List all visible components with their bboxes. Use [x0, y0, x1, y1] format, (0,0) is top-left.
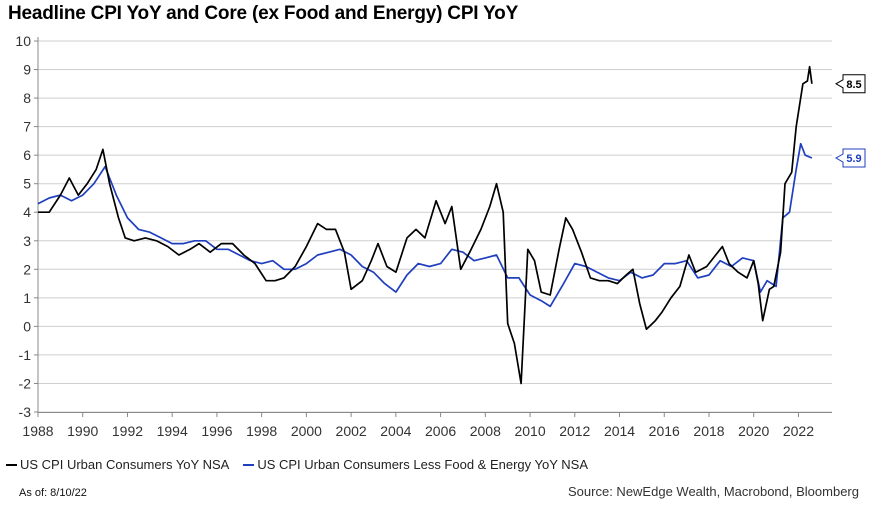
- legend-label-headline: US CPI Urban Consumers YoY NSA: [20, 457, 230, 472]
- x-tick-label: 2022: [783, 423, 814, 439]
- as-of-date: As of: 8/10/22: [19, 487, 87, 499]
- x-tick-label: 2010: [514, 423, 545, 439]
- x-tick-label: 1996: [201, 423, 232, 439]
- x-tick-label: 2012: [559, 423, 590, 439]
- callout-box: [834, 74, 866, 94]
- x-tick-label: 2018: [693, 423, 724, 439]
- x-tick-label: 2004: [380, 423, 411, 439]
- legend-item-core[interactable]: US CPI Urban Consumers Less Food & Energ…: [243, 457, 588, 472]
- x-tick-label: 1992: [112, 423, 143, 439]
- x-tick-label: 2020: [738, 423, 769, 439]
- y-tick-label: 10: [15, 33, 31, 49]
- y-tick-label: 4: [23, 204, 31, 220]
- y-tick-label: -1: [19, 347, 32, 363]
- legend-item-headline[interactable]: US CPI Urban Consumers YoY NSA: [6, 457, 229, 472]
- x-tick-label: 1990: [67, 423, 98, 439]
- y-tick-label: 7: [23, 119, 31, 135]
- y-tick-label: 5: [23, 176, 31, 192]
- x-axis-ticks: 1988 1990 1992 1994 1996 1998 2000 2002 2004 2006…: [22, 412, 832, 439]
- y-tick-label: 3: [23, 233, 31, 249]
- value-callouts: 8.5 5.9: [834, 74, 866, 168]
- callout-label: 5.9: [846, 153, 861, 165]
- chart-title: Headline CPI YoY and Core (ex Food and E…: [8, 3, 519, 24]
- headline-cpi-line: [38, 65, 813, 385]
- y-tick-label: 8: [23, 90, 31, 106]
- callout-box: [834, 148, 866, 168]
- series-lines: [37, 65, 813, 385]
- x-tick-label: 1988: [22, 423, 53, 439]
- legend: US CPI Urban Consumers YoY NSA US CPI Ur…: [6, 457, 588, 472]
- x-tick-label: 2002: [336, 423, 367, 439]
- core-cpi-line: [37, 142, 813, 308]
- x-tick-label: 2008: [470, 423, 501, 439]
- legend-swatch-blue: [243, 463, 255, 466]
- legend-swatch-black: [6, 463, 17, 466]
- source-note: Source: NewEdge Wealth, Macrobond, Bloom…: [568, 484, 859, 499]
- y-tick-label: 9: [23, 62, 31, 78]
- y-tick-label: -3: [19, 404, 32, 420]
- y-tick-label: -2: [19, 375, 32, 391]
- legend-label-core: US CPI Urban Consumers Less Food & Energ…: [257, 457, 589, 472]
- x-tick-label: 2000: [291, 423, 322, 439]
- x-tick-label: 2006: [425, 423, 456, 439]
- y-tick-label: 1: [23, 290, 31, 306]
- gridlines: [38, 40, 832, 413]
- x-tick-label: 2014: [604, 423, 635, 439]
- y-tick-label: 2: [23, 261, 31, 277]
- y-tick-label: 0: [23, 318, 31, 334]
- callout-label: 8.5: [846, 79, 861, 91]
- y-tick-label: 6: [23, 147, 31, 163]
- y-axis-ticks: -3 -2 -1 0 1 2 3 4 5 6 7 8 9 10: [15, 33, 39, 420]
- x-tick-label: 1994: [157, 423, 188, 439]
- x-tick-label: 1998: [246, 423, 277, 439]
- x-tick-label: 2016: [649, 423, 680, 439]
